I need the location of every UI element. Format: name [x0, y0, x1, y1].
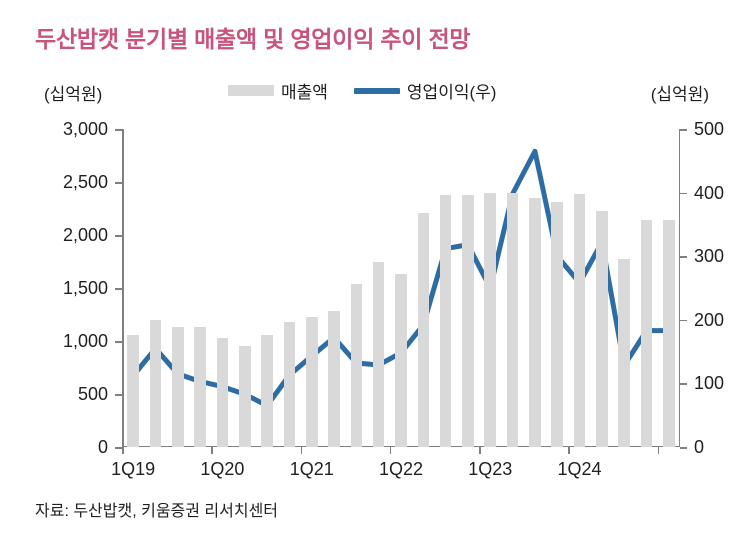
bar-1Q20	[216, 337, 229, 447]
x-axis-label-1Q21: 1Q21	[289, 459, 334, 479]
y-axis-right-label: 200	[694, 309, 725, 330]
legend-item-operating-profit: 영업이익(우)	[353, 78, 497, 103]
y-axis-left-tick	[115, 288, 122, 290]
legend-line-swatch-icon	[353, 87, 400, 94]
x-axis-tick	[479, 447, 481, 454]
bar-3Q20	[261, 334, 273, 447]
y-axis-left-label: 2,000	[62, 225, 108, 245]
y-axis-left-tick	[115, 394, 122, 396]
legend-item-revenue: 매출액	[228, 78, 328, 103]
y-axis-right-label: 400	[694, 182, 725, 203]
x-axis-label-1Q22: 1Q22	[378, 459, 424, 479]
bar-3Q24	[618, 259, 630, 447]
bar-2Q24	[596, 210, 608, 447]
left-axis-unit-label: (십억원)	[44, 85, 103, 104]
source-note: 자료: 두산밥캣, 키움증권 리서치센터	[35, 503, 279, 520]
bar-2Q19	[149, 319, 162, 447]
bar-2Q22	[417, 212, 430, 447]
bar-2Q20	[238, 346, 251, 447]
bar-3Q22	[439, 194, 452, 447]
bar-1Q22	[395, 274, 407, 447]
y-axis-left	[122, 129, 124, 447]
y-axis-right	[678, 129, 680, 447]
legend-bar-swatch-icon	[228, 85, 274, 96]
chart-legend: 매출액 영업이익(우)	[228, 78, 496, 103]
bar-1Q23	[484, 192, 497, 447]
bar-3Q23	[529, 197, 541, 447]
bar-1Q19	[127, 334, 139, 447]
bar-4Q20	[283, 321, 296, 447]
y-axis-right-label: 500	[694, 119, 725, 139]
bar-2Q21	[328, 311, 340, 447]
y-axis-right-label: 300	[694, 246, 725, 267]
y-axis-right-tick	[680, 383, 687, 385]
bar-1Q21	[305, 316, 318, 447]
y-axis-left-label: 2,500	[62, 172, 108, 192]
right-axis-unit-label: (십억원)	[650, 85, 709, 104]
bar-3Q21	[350, 283, 363, 447]
x-axis-label-1Q19: 1Q19	[111, 459, 156, 479]
x-axis-label-1Q24: 1Q24	[557, 459, 602, 479]
y-axis-left-tick	[115, 447, 122, 449]
bar-1Q24	[573, 193, 586, 447]
bar-4Q23	[551, 202, 564, 447]
bar-2Q23	[506, 192, 519, 447]
y-axis-left-tick	[115, 235, 122, 237]
x-axis-tick	[568, 447, 570, 454]
y-axis-left-tick	[115, 129, 122, 131]
plot-area: 0 500 1,000 1,500 2,000 2,500 3,000 0 100 200 300 4…	[63, 120, 724, 479]
bar-4Q24	[640, 220, 653, 447]
legend-label-revenue: 매출액	[281, 83, 328, 102]
y-axis-left-tick	[115, 341, 122, 343]
x-axis-tick	[657, 447, 660, 454]
y-axis-right-tick	[680, 256, 687, 258]
bar-4Q21	[372, 261, 385, 447]
y-axis-left-label: 1,000	[62, 331, 108, 351]
x-axis-tick	[300, 447, 303, 454]
x-axis-label-1Q23: 1Q23	[468, 459, 513, 479]
bar-4Q19	[194, 327, 206, 447]
bar-4Q22	[462, 194, 474, 447]
y-axis-right-tick	[680, 447, 687, 449]
y-axis-right-label: 100	[694, 373, 725, 394]
y-axis-left-label: 1,500	[62, 278, 108, 298]
y-axis-right-tick	[680, 319, 687, 322]
y-axis-right-label: 0	[694, 437, 705, 457]
y-axis-left-label: 3,000	[62, 119, 108, 139]
y-axis-left-label: 500	[77, 384, 108, 404]
x-axis-tick	[389, 447, 392, 454]
chart-title: 두산밥캣 분기별 매출액 및 영업이익 추이 전망	[35, 26, 471, 52]
x-axis-tick	[122, 447, 124, 454]
y-axis-right-tick	[680, 129, 687, 131]
bar-1Q25	[663, 220, 675, 447]
bar-3Q19	[171, 327, 184, 447]
x-axis-tick	[211, 447, 213, 454]
y-axis-left-label: 0	[97, 437, 108, 457]
y-axis-left-tick	[115, 182, 122, 184]
y-axis-right-tick	[680, 192, 687, 195]
legend-label-operating-profit: 영업이익(우)	[406, 83, 497, 102]
x-axis-label-1Q20: 1Q20	[200, 459, 245, 479]
